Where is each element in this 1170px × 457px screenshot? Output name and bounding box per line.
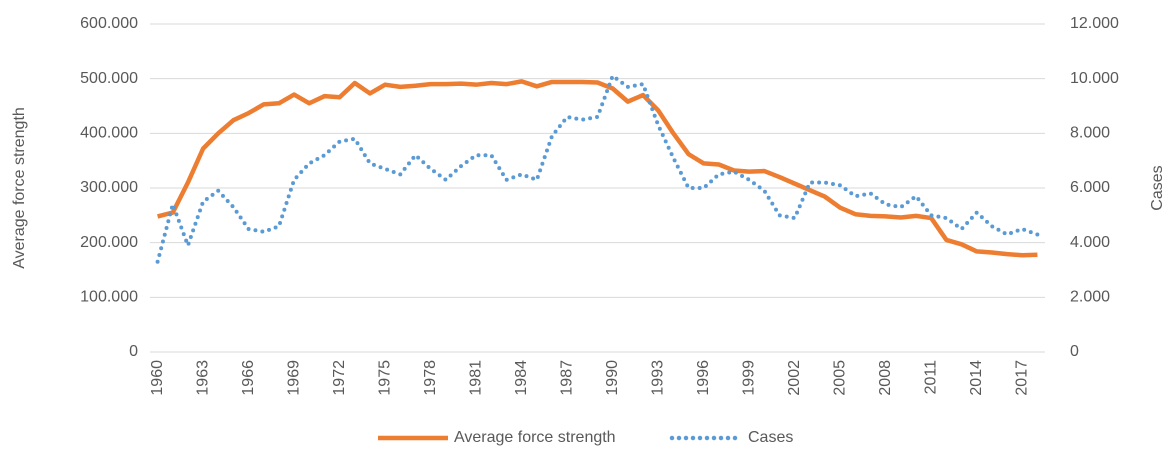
x-tick-label: 1966 [240, 360, 257, 396]
y2-tick-label: 8.000 [1070, 125, 1110, 142]
x-tick-label: 2017 [1013, 360, 1030, 396]
y-tick-label: 100.000 [80, 289, 138, 306]
y-tick-label: 200.000 [80, 234, 138, 251]
x-tick-label: 1975 [376, 360, 393, 396]
y2-tick-label: 12.000 [1070, 15, 1119, 32]
x-tick-label: 1960 [149, 360, 166, 396]
x-tick-label: 1969 [285, 360, 302, 396]
x-tick-label: 1987 [558, 360, 575, 396]
y2-tick-label: 10.000 [1070, 70, 1119, 87]
x-tick-label: 1963 [194, 360, 211, 396]
x-tick-label: 1978 [422, 360, 439, 396]
x-tick-label: 1984 [513, 360, 530, 396]
y2-tick-label: 6.000 [1070, 179, 1110, 196]
y-tick-label: 500.000 [80, 70, 138, 87]
y-axis-title: Average force strength [11, 107, 28, 269]
y-tick-label: 400.000 [80, 125, 138, 142]
y2-axis-title: Cases [1149, 165, 1166, 210]
y2-tick-label: 2.000 [1070, 289, 1110, 306]
x-tick-label: 2014 [968, 360, 985, 396]
x-tick-label: 2005 [831, 360, 848, 396]
y2-tick-label: 4.000 [1070, 234, 1110, 251]
x-tick-label: 1993 [649, 360, 666, 396]
x-tick-label: 2002 [786, 360, 803, 396]
y-tick-label: 300.000 [80, 179, 138, 196]
y-tick-label: 0 [129, 343, 138, 360]
series-line [155, 73, 1040, 264]
legend-label: Average force strength [454, 429, 616, 446]
x-tick-label: 1999 [740, 360, 757, 396]
x-tick-label: 2008 [877, 360, 894, 396]
series-line [157, 79, 1038, 258]
y-tick-label: 600.000 [80, 15, 138, 32]
legend-label: Cases [748, 429, 793, 446]
x-tick-label: 1981 [467, 360, 484, 396]
x-tick-label: 1996 [695, 360, 712, 396]
x-tick-label: 2011 [922, 360, 939, 395]
x-tick-label: 1972 [331, 360, 348, 396]
x-tick-label: 1990 [604, 360, 621, 396]
y2-tick-label: 0 [1070, 343, 1079, 360]
